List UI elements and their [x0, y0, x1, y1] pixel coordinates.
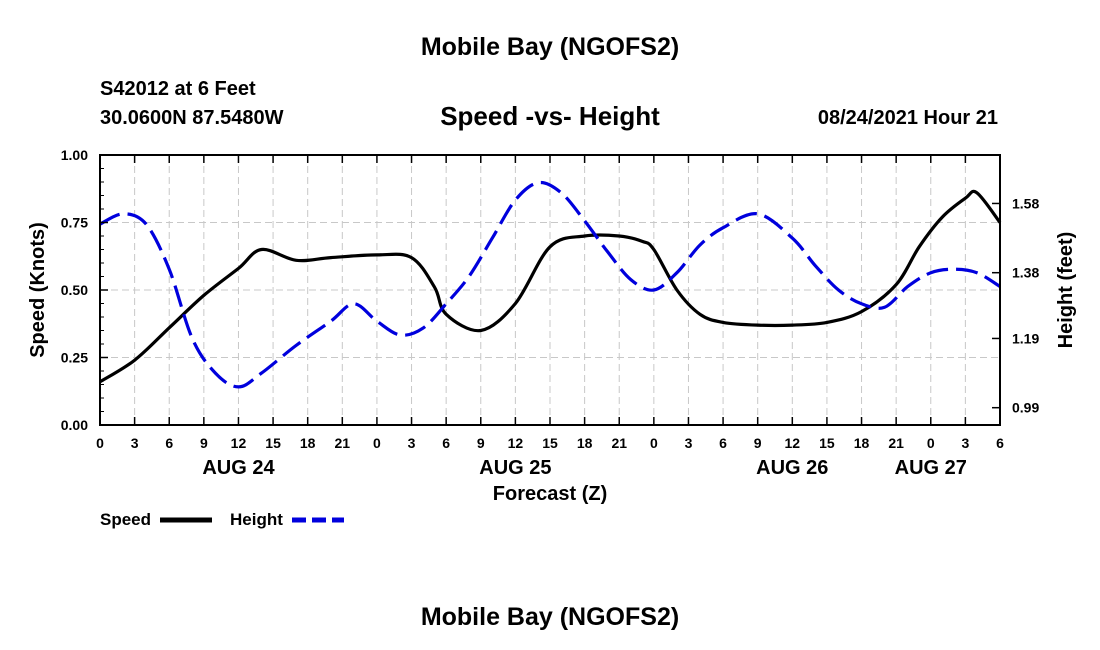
x-tick-label: 15 — [542, 435, 558, 451]
legend: Speed Height — [100, 510, 344, 529]
x-tick-label: 12 — [231, 435, 247, 451]
x-tick-label: 18 — [300, 435, 316, 451]
grid — [100, 155, 1000, 425]
y-tick-label-right: 0.99 — [1012, 400, 1039, 416]
x-tick-label: 6 — [719, 435, 727, 451]
x-tick-label: 6 — [996, 435, 1004, 451]
y-tick-label-left: 0.50 — [61, 282, 88, 298]
x-tick-label: 3 — [131, 435, 139, 451]
x-tick-label: 0 — [650, 435, 658, 451]
x-tick-label: 18 — [577, 435, 593, 451]
series-line-speed — [99, 189, 1002, 384]
x-tick-label: 3 — [685, 435, 693, 451]
x-tick-label: 6 — [165, 435, 173, 451]
chart-title: Speed -vs- Height — [440, 101, 660, 131]
x-tick-label: 0 — [373, 435, 381, 451]
y-tick-label-left: 0.00 — [61, 417, 88, 433]
x-tick-label: 12 — [785, 435, 801, 451]
y-axis-label-left: Speed (Knots) — [27, 222, 49, 358]
series-line-height — [99, 180, 1001, 389]
y-tick-label-right: 1.38 — [1012, 265, 1039, 281]
x-day-label: AUG 25 — [479, 457, 551, 479]
x-tick-label: 9 — [477, 435, 485, 451]
legend-label-speed: Speed — [100, 510, 151, 529]
title-top: Mobile Bay (NGOFS2) — [421, 33, 679, 61]
station-label: S42012 at 6 Feet — [100, 78, 256, 100]
x-axis-label: Forecast (Z) — [493, 483, 607, 505]
x-day-label: AUG 26 — [756, 457, 828, 479]
ticks: 0 3 6 9 12 15 18 21 0 3 6 9 12 15 18 21 0 3 6 9 12 15 18 21 0 3 6 A… — [61, 147, 1040, 479]
x-tick-label: 0 — [96, 435, 104, 451]
x-tick-label: 21 — [335, 435, 351, 451]
y-tick-label-right: 1.58 — [1012, 195, 1039, 211]
series-layer — [99, 180, 1002, 389]
x-tick-label: 9 — [754, 435, 762, 451]
y-axis-label-right: Height (feet) — [1055, 232, 1077, 349]
legend-label-height: Height — [230, 510, 283, 529]
forecast-datetime: 08/24/2021 Hour 21 — [818, 107, 998, 129]
x-tick-label: 15 — [819, 435, 835, 451]
x-day-label: AUG 24 — [202, 457, 275, 479]
y-tick-label-right: 1.19 — [1012, 330, 1039, 346]
x-tick-label: 21 — [888, 435, 904, 451]
x-tick-label: 3 — [408, 435, 416, 451]
title-bottom: Mobile Bay (NGOFS2) — [421, 603, 679, 631]
x-tick-label: 3 — [961, 435, 969, 451]
x-tick-label: 0 — [927, 435, 935, 451]
x-tick-label: 6 — [442, 435, 450, 451]
x-tick-label: 9 — [200, 435, 208, 451]
y-tick-label-left: 0.25 — [61, 350, 88, 366]
x-tick-label: 18 — [854, 435, 870, 451]
x-tick-label: 21 — [611, 435, 627, 451]
y-tick-label-left: 1.00 — [61, 147, 88, 163]
coordinates-label: 30.0600N 87.5480W — [100, 107, 284, 129]
x-tick-label: 12 — [508, 435, 524, 451]
x-day-label: AUG 27 — [895, 457, 967, 479]
y-tick-label-left: 0.75 — [61, 215, 88, 231]
x-tick-label: 15 — [265, 435, 281, 451]
